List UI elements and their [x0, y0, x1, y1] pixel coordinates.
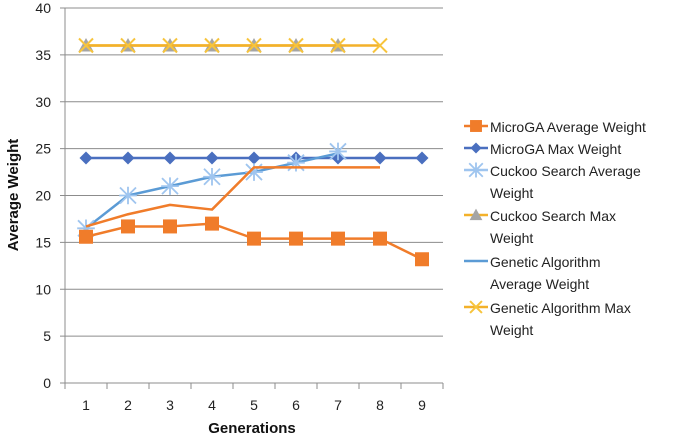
- legend-label: Cuckoo Search Average Weight: [490, 163, 641, 201]
- data-point: [372, 37, 388, 54]
- plot-area: [77, 37, 429, 267]
- data-point: [121, 151, 135, 165]
- series-5: [78, 37, 388, 54]
- legend: MicroGA Average Weight MicroGA Max Weight…: [464, 119, 646, 338]
- data-point: [245, 163, 263, 181]
- x-tick-labels: 1 2 3 4 5 6 7 8 9: [82, 397, 426, 413]
- data-point: [247, 151, 261, 165]
- y-tick-label: 40: [35, 0, 51, 16]
- legend-entry: Genetic Algorithm Average Weight: [464, 254, 601, 292]
- series-1: [79, 151, 429, 165]
- legend-marker: [469, 208, 483, 221]
- data-point: [415, 151, 429, 165]
- data-point: [288, 37, 304, 54]
- data-point: [203, 167, 221, 186]
- x-tick-label: 2: [124, 397, 132, 413]
- legend-label: Cuckoo Search Max Weight: [490, 208, 616, 246]
- data-point: [330, 37, 346, 54]
- data-point: [247, 231, 261, 246]
- x-tick-label: 6: [292, 397, 300, 413]
- y-tick-label: 20: [35, 188, 51, 204]
- legend-entry: MicroGA Average Weight: [464, 119, 646, 135]
- data-point: [120, 37, 136, 54]
- y-tick-label: 15: [35, 234, 51, 250]
- y-tick-label: 0: [43, 375, 51, 391]
- y-axis-title: Average Weight: [5, 139, 22, 252]
- data-point: [79, 151, 93, 165]
- x-tick-label: 7: [334, 397, 342, 413]
- y-tick-label: 10: [35, 281, 51, 297]
- legend-entry: Cuckoo Search Average Weight: [464, 162, 641, 201]
- series-line: [85, 166, 380, 228]
- x-axis-title: Generations: [208, 420, 296, 437]
- data-point: [78, 37, 94, 54]
- x-tick-label: 3: [166, 397, 174, 413]
- legend-entry: MicroGA Max Weight: [464, 141, 621, 157]
- legend-marker: [468, 162, 484, 178]
- data-point: [163, 151, 177, 165]
- data-point: [204, 37, 220, 54]
- y-tick-label: 25: [35, 141, 51, 157]
- y-tick-label: 30: [35, 94, 51, 110]
- data-point: [161, 177, 179, 195]
- data-point: [415, 252, 429, 267]
- legend-label: Genetic Algorithm Average Weight: [490, 254, 601, 292]
- data-point: [79, 229, 93, 244]
- data-point: [162, 37, 178, 54]
- data-point: [163, 219, 177, 234]
- x-tick-label: 8: [376, 397, 384, 413]
- series-0: [79, 216, 429, 267]
- y-tick-labels: 0 5 10 15 20 25 30 35 40: [35, 0, 51, 391]
- series-6: [85, 166, 380, 228]
- data-point: [77, 219, 95, 238]
- legend-label: Genetic Algorithm Max Weight: [490, 300, 631, 338]
- data-point: [373, 231, 387, 246]
- data-point: [373, 151, 387, 165]
- data-point: [205, 151, 219, 165]
- y-tick-label: 35: [35, 47, 51, 63]
- x-tick-label: 1: [82, 397, 90, 413]
- data-point: [205, 216, 219, 231]
- y-tick-label: 5: [43, 328, 51, 344]
- legend-label: MicroGA Average Weight: [490, 119, 646, 135]
- data-point: [329, 142, 347, 161]
- legend-entry: Genetic Algorithm Max Weight: [464, 300, 631, 338]
- x-tick-label: 5: [250, 397, 258, 413]
- data-point: [121, 219, 135, 234]
- x-tick-label: 9: [418, 397, 426, 413]
- data-point: [289, 231, 303, 246]
- axes: [60, 7, 444, 389]
- series-2: [77, 142, 347, 238]
- data-point: [331, 231, 345, 246]
- legend-marker: [469, 300, 483, 314]
- legend-marker: [470, 120, 482, 132]
- legend-entry: Cuckoo Search Max Weight: [464, 208, 616, 246]
- legend-marker: [470, 142, 482, 154]
- legend-label: MicroGA Max Weight: [490, 141, 621, 157]
- data-point: [287, 153, 305, 172]
- data-point: [246, 37, 262, 54]
- data-point: [119, 186, 137, 205]
- x-tick-label: 4: [208, 397, 216, 413]
